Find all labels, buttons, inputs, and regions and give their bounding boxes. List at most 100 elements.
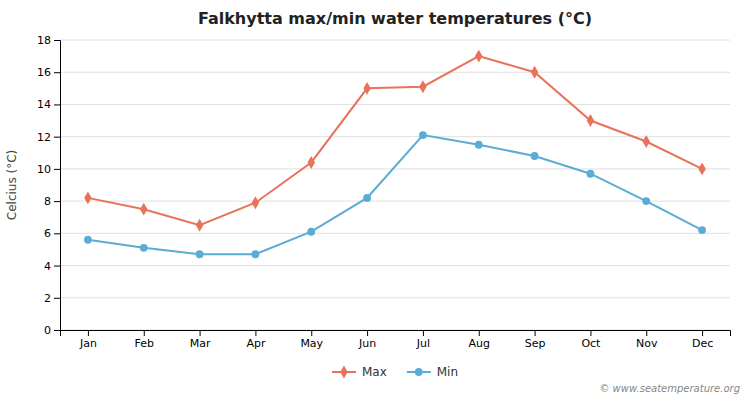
y-axis-title: Celcius (°C) bbox=[5, 150, 19, 220]
y-tick-mark bbox=[54, 40, 60, 41]
x-tick-mark bbox=[88, 330, 89, 336]
y-tick-label: 0 bbox=[44, 324, 51, 337]
x-tick-mark bbox=[311, 330, 312, 336]
grid-line bbox=[60, 72, 730, 73]
x-tick-mark bbox=[646, 330, 647, 336]
grid-line bbox=[60, 104, 730, 105]
x-tick-label: Mar bbox=[190, 337, 211, 350]
y-tick-mark bbox=[54, 298, 60, 299]
y-tick-label: 12 bbox=[37, 131, 51, 144]
x-tick-mark bbox=[535, 330, 536, 336]
y-tick: 8 bbox=[44, 195, 60, 208]
point bbox=[140, 244, 148, 252]
chart: 0 2 4 6 8 10 12 14 16 18 Jan Feb Mar Apr May Jun Jul Aug S… bbox=[0, 0, 750, 400]
annotation: © www.seatemperature.org bbox=[599, 383, 740, 394]
x-tick: Jun bbox=[358, 330, 376, 350]
point bbox=[363, 82, 370, 95]
y-tick: 2 bbox=[44, 292, 60, 305]
x-tick-label: May bbox=[300, 337, 323, 350]
point bbox=[475, 50, 482, 63]
x-tick-label: Sep bbox=[525, 337, 546, 350]
x-tick: Nov bbox=[636, 330, 658, 350]
plot: 0 2 4 6 8 10 12 14 16 18 Jan Feb Mar Apr May Jun Jul Aug S… bbox=[37, 34, 731, 350]
legend: Max Min bbox=[332, 365, 458, 379]
x-tick: Jul bbox=[416, 330, 430, 350]
point bbox=[643, 135, 650, 148]
x-tick-label: Jan bbox=[79, 337, 97, 350]
x-tick: May bbox=[300, 330, 323, 350]
y-tick-label: 4 bbox=[44, 260, 51, 273]
series-line bbox=[88, 56, 702, 225]
x-tick-label: Nov bbox=[636, 337, 658, 350]
x-tick-mark bbox=[200, 330, 201, 336]
point bbox=[307, 228, 315, 236]
grid bbox=[60, 40, 730, 330]
series-line bbox=[88, 135, 702, 254]
point bbox=[308, 156, 315, 169]
y-tick-label: 14 bbox=[37, 98, 51, 111]
grid-line bbox=[60, 168, 730, 169]
y-tick: 16 bbox=[37, 66, 60, 79]
x-tick: Apr bbox=[246, 330, 266, 350]
legend-label: Min bbox=[437, 365, 458, 379]
x-tick-label: Aug bbox=[469, 337, 490, 350]
y-tick-mark bbox=[54, 72, 60, 73]
legend-item: Max bbox=[332, 365, 387, 379]
point bbox=[196, 219, 203, 232]
y-tick-mark bbox=[54, 137, 60, 138]
grid-line bbox=[60, 265, 730, 266]
x-tick-mark bbox=[590, 330, 591, 336]
x-tick-mark bbox=[255, 330, 256, 336]
x-tick-label: Jul bbox=[416, 337, 430, 350]
grid-line bbox=[60, 233, 730, 234]
x-axis: Jan Feb Mar Apr May Jun Jul Aug Sep Oct Nov Dec bbox=[61, 330, 731, 350]
x-tick-label: Apr bbox=[246, 337, 266, 350]
grid-line bbox=[60, 297, 730, 298]
y-tick: 18 bbox=[37, 34, 60, 47]
x-tick-mark bbox=[479, 330, 480, 336]
y-tick-mark bbox=[54, 233, 60, 234]
y-tick-mark bbox=[54, 169, 60, 170]
y-axis: 0 2 4 6 8 10 12 14 16 18 bbox=[37, 34, 61, 337]
marks bbox=[84, 50, 706, 259]
x-tick-mark bbox=[423, 330, 424, 336]
point bbox=[642, 197, 650, 205]
point bbox=[531, 152, 539, 160]
x-tick: Sep bbox=[525, 330, 546, 350]
x-tick: Aug bbox=[469, 330, 490, 350]
x-tick-mark bbox=[367, 330, 368, 336]
point bbox=[419, 131, 427, 139]
point bbox=[698, 226, 706, 234]
x-tick-mark bbox=[144, 330, 145, 336]
title: Falkhytta max/min water temperatures (°C… bbox=[198, 9, 592, 28]
point bbox=[84, 236, 92, 244]
point bbox=[698, 162, 705, 175]
x-tick: Feb bbox=[135, 330, 154, 350]
point bbox=[475, 141, 483, 149]
point bbox=[252, 250, 260, 258]
y-tick-label: 6 bbox=[44, 227, 51, 240]
legend-marker bbox=[340, 366, 347, 379]
point bbox=[587, 114, 594, 127]
point bbox=[587, 170, 595, 178]
x-tick-label: Feb bbox=[135, 337, 154, 350]
y-tick: 14 bbox=[37, 98, 60, 111]
grid-line bbox=[60, 40, 730, 41]
y-tick: 10 bbox=[37, 163, 60, 176]
y-tick-mark bbox=[54, 104, 60, 105]
point bbox=[140, 203, 147, 216]
y-tick-label: 16 bbox=[37, 66, 51, 79]
x-tick: Jan bbox=[79, 330, 97, 350]
point bbox=[363, 194, 371, 202]
x-tick-label: Oct bbox=[581, 337, 601, 350]
point bbox=[531, 66, 538, 79]
y-tick: 0 bbox=[44, 324, 60, 337]
y-tick: 4 bbox=[44, 260, 60, 273]
grid-line bbox=[60, 136, 730, 137]
x-tick-label: Jun bbox=[358, 337, 376, 350]
grid-line bbox=[60, 201, 730, 202]
y-tick-mark bbox=[54, 201, 60, 202]
x-tick: Dec bbox=[692, 330, 713, 350]
point bbox=[419, 80, 426, 93]
legend-label: Max bbox=[362, 365, 387, 379]
